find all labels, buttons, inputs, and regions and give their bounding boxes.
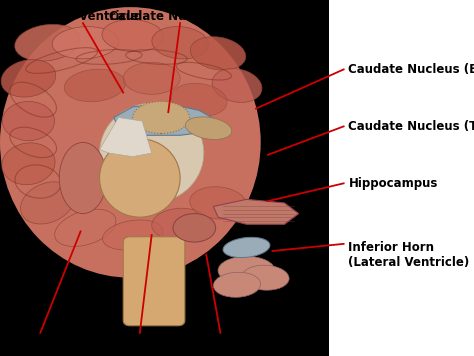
Bar	[0, 0, 329, 356]
Ellipse shape	[55, 209, 116, 246]
Ellipse shape	[59, 142, 107, 214]
Ellipse shape	[100, 139, 180, 217]
Text: Putamen: Putamen	[6, 337, 65, 350]
Text: Thalamus: Thalamus	[103, 337, 167, 350]
Ellipse shape	[191, 37, 246, 70]
Ellipse shape	[213, 272, 261, 297]
Ellipse shape	[190, 187, 246, 219]
Ellipse shape	[152, 26, 209, 59]
PathPatch shape	[114, 103, 218, 135]
Ellipse shape	[171, 83, 227, 116]
Ellipse shape	[102, 220, 163, 250]
Text: Inferior Horn
(Lateral Ventricle): Inferior Horn (Lateral Ventricle)	[348, 241, 470, 268]
PathPatch shape	[100, 117, 152, 157]
Ellipse shape	[64, 69, 125, 102]
Ellipse shape	[102, 20, 164, 52]
FancyBboxPatch shape	[123, 237, 185, 326]
Text: Amygdala: Amygdala	[197, 337, 263, 350]
Ellipse shape	[100, 103, 204, 203]
Text: Caudate Nucleus (Head): Caudate Nucleus (Head)	[109, 10, 270, 22]
Ellipse shape	[2, 101, 55, 141]
Text: Caudate Nucleus (Body): Caudate Nucleus (Body)	[348, 63, 474, 76]
Ellipse shape	[15, 24, 80, 61]
Ellipse shape	[173, 214, 216, 242]
Ellipse shape	[1, 59, 56, 97]
Text: Hippocampus: Hippocampus	[348, 177, 438, 190]
Text: Lateral Ventricle: Lateral Ventricle	[27, 10, 138, 22]
Ellipse shape	[223, 237, 270, 257]
Ellipse shape	[152, 208, 209, 240]
Ellipse shape	[20, 182, 74, 224]
Ellipse shape	[242, 265, 289, 290]
Ellipse shape	[185, 117, 232, 140]
Ellipse shape	[212, 68, 262, 103]
Ellipse shape	[133, 101, 190, 134]
Ellipse shape	[218, 256, 275, 285]
Ellipse shape	[123, 62, 180, 94]
Ellipse shape	[2, 143, 55, 185]
Ellipse shape	[0, 7, 261, 278]
Ellipse shape	[52, 27, 118, 59]
PathPatch shape	[213, 199, 299, 224]
Text: Caudate Nucleus (Tail): Caudate Nucleus (Tail)	[348, 120, 474, 133]
